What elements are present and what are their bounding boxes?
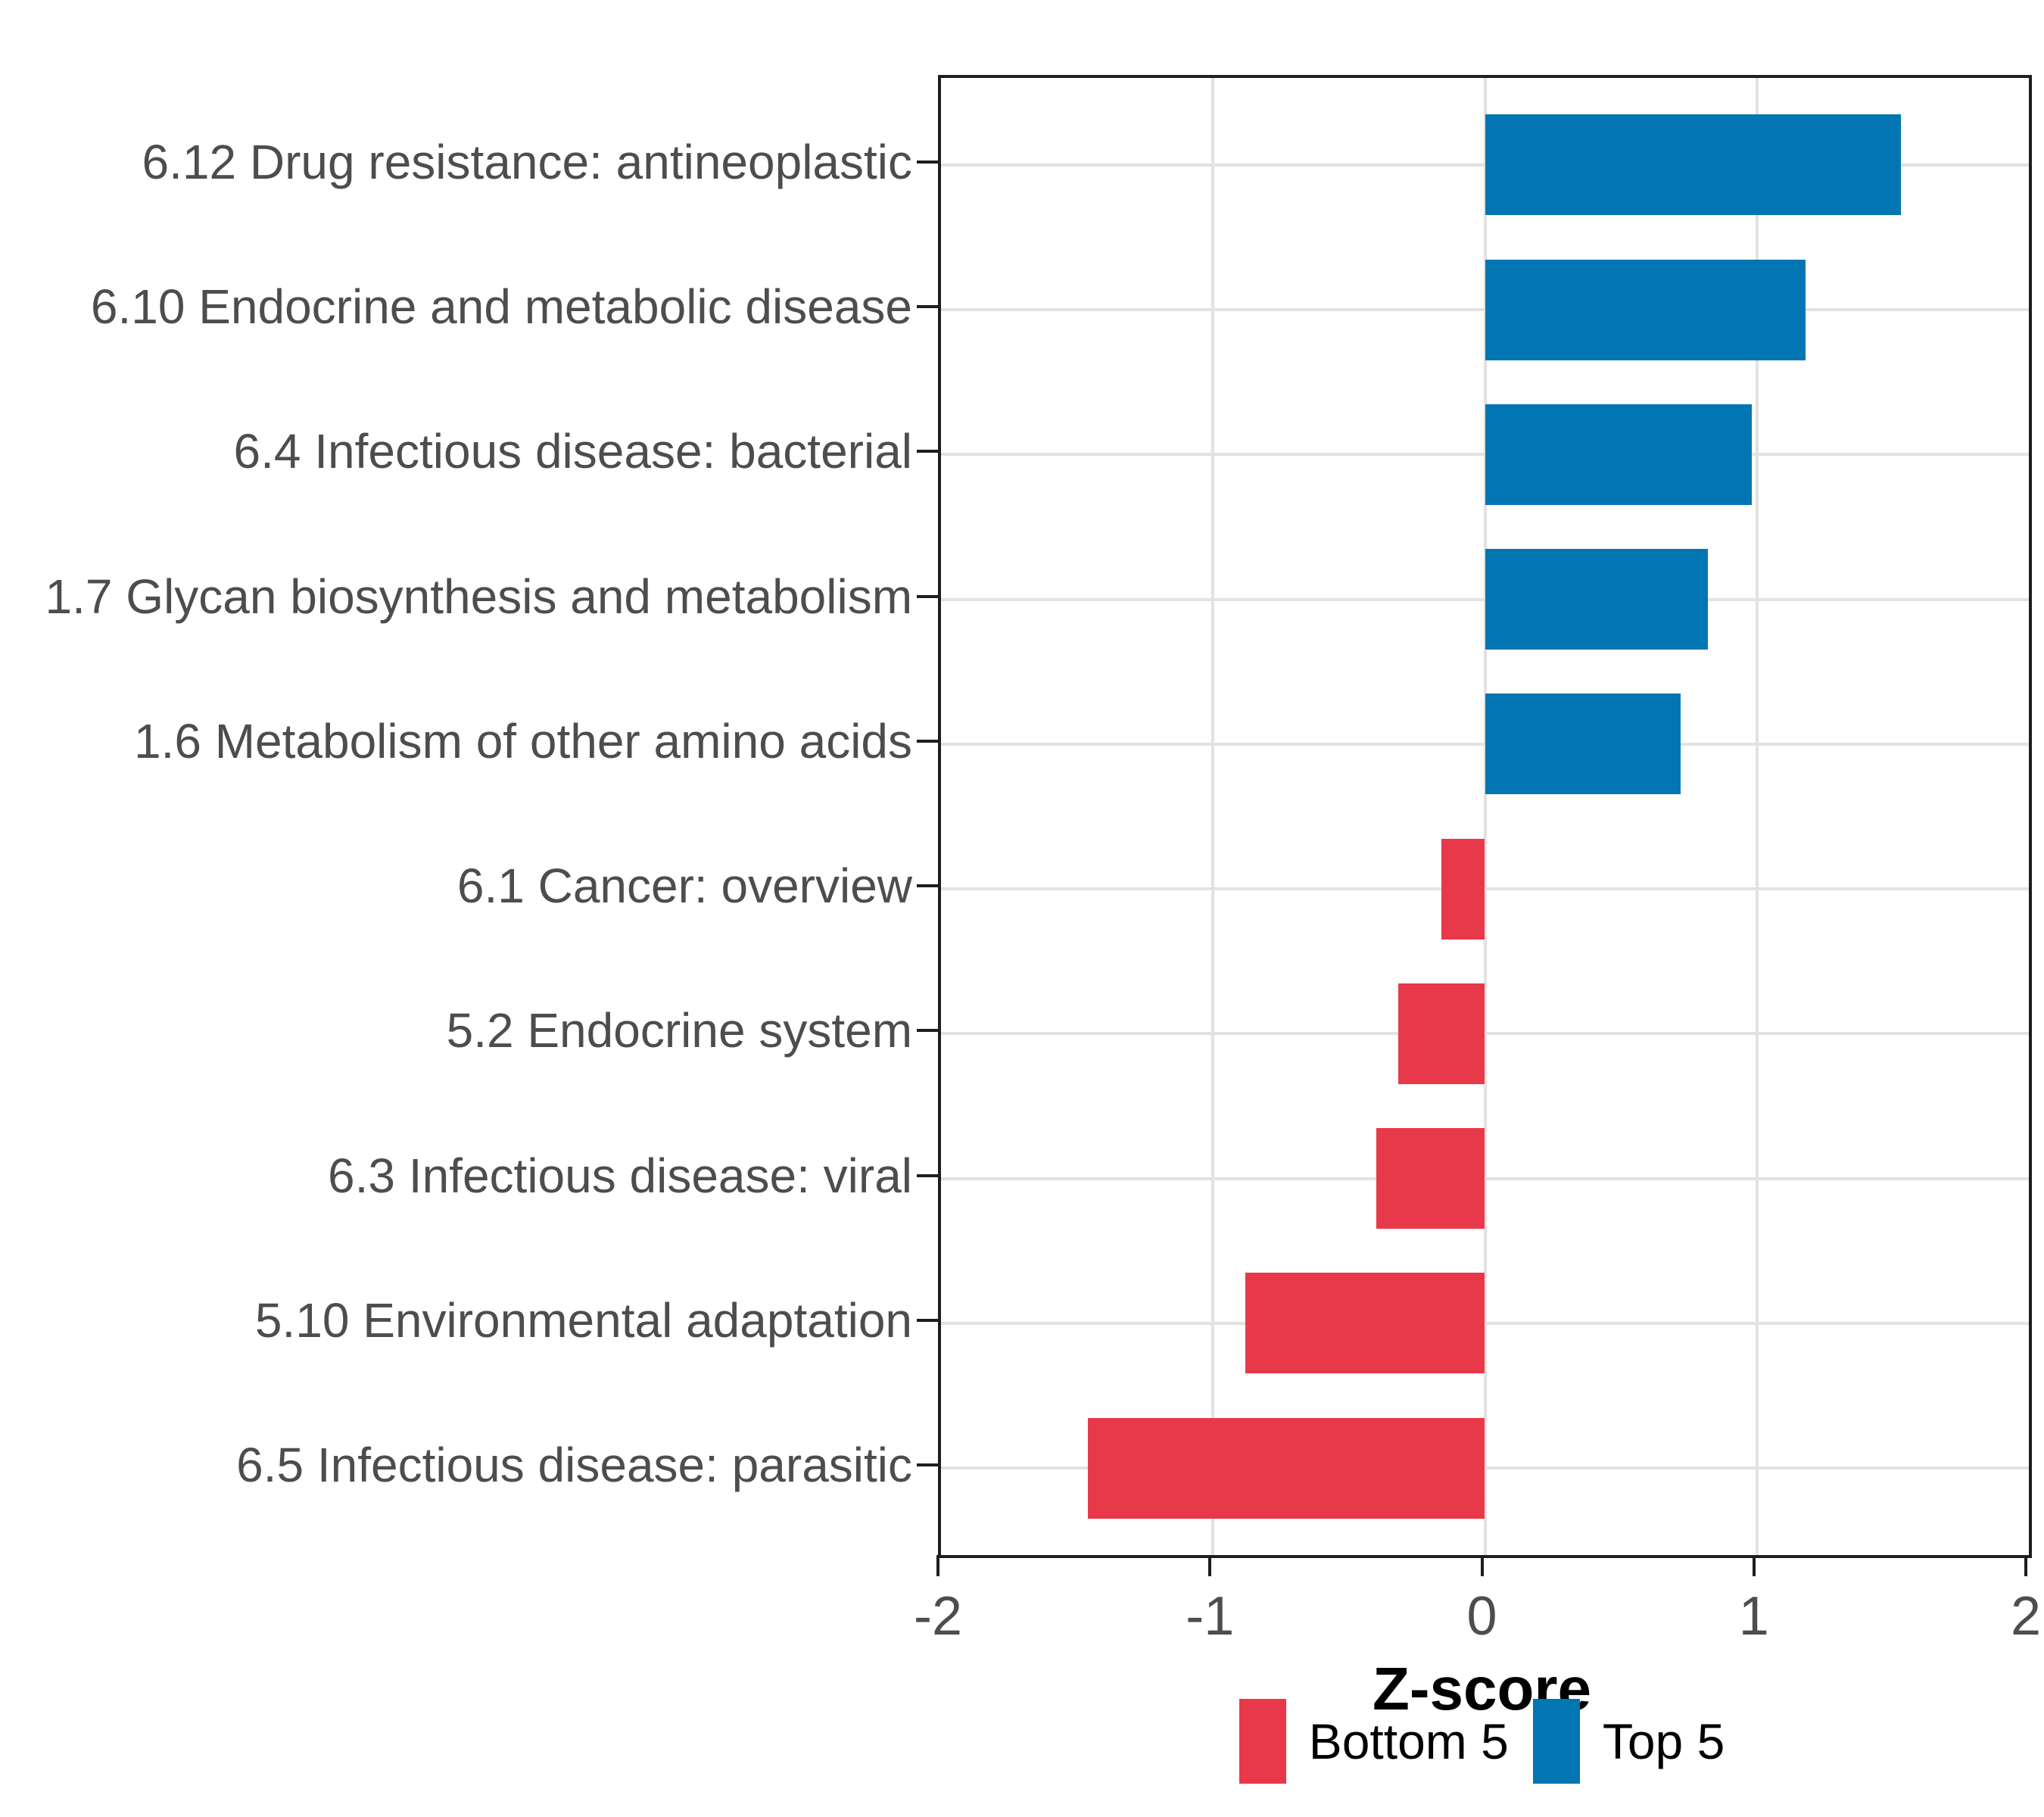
vertical-gridline	[1211, 78, 1215, 1555]
legend-entry-bottom5: Bottom 5	[1239, 1699, 1509, 1784]
horizontal-gridline	[941, 1466, 2029, 1470]
y-tick-mark	[917, 594, 938, 598]
y-axis-label: 6.12 Drug resistance: antineoplastic	[142, 134, 912, 189]
legend-label-top5: Top 5	[1602, 1713, 1725, 1769]
y-tick-mark	[917, 1029, 938, 1033]
y-axis-label: 6.5 Infectious disease: parasitic	[236, 1438, 912, 1493]
y-axis-label: 6.1 Cancer: overview	[456, 859, 912, 914]
bar-positive	[1485, 114, 1902, 216]
horizontal-gridline	[941, 1177, 2029, 1180]
vertical-gridline	[1755, 78, 1759, 1555]
legend: Bottom 5 Top 5	[938, 1696, 2026, 1787]
plot-panel	[938, 75, 2032, 1558]
y-tick-mark	[917, 1318, 938, 1322]
y-axis-label: 5.2 Endocrine system	[446, 1003, 912, 1058]
bar-positive	[1485, 259, 1806, 360]
y-tick-mark	[917, 884, 938, 888]
horizontal-gridline	[941, 1032, 2029, 1036]
bar-negative	[1397, 983, 1485, 1084]
y-axis-label: 6.4 Infectious disease: bacterial	[233, 424, 912, 479]
y-tick-mark	[917, 450, 938, 453]
horizontal-gridline	[941, 887, 2029, 891]
bar-positive	[1485, 404, 1752, 505]
x-tick-mark	[936, 1555, 939, 1576]
bar-negative	[1441, 838, 1485, 940]
x-tick-mark	[1208, 1555, 1212, 1576]
y-tick-mark	[917, 305, 938, 309]
x-tick-label: 2	[2010, 1586, 2042, 1647]
y-axis-label: 6.3 Infectious disease: viral	[328, 1148, 912, 1203]
x-tick-label: 0	[1466, 1586, 1497, 1647]
y-axis-label: 5.10 Environmental adaptation	[254, 1292, 912, 1348]
horizontal-gridline	[941, 1321, 2029, 1325]
bar-positive	[1485, 693, 1681, 795]
x-tick-label: -2	[913, 1586, 963, 1647]
legend-swatch-top5	[1532, 1699, 1580, 1784]
y-axis-label: 1.6 Metabolism of other amino acids	[133, 713, 912, 768]
y-tick-mark	[917, 1173, 938, 1177]
x-tick-mark	[2024, 1555, 2027, 1576]
legend-label-bottom5: Bottom 5	[1308, 1713, 1509, 1769]
y-axis-label: 6.10 Endocrine and metabolic disease	[90, 279, 912, 335]
y-tick-mark	[917, 1463, 938, 1467]
y-tick-mark	[917, 739, 938, 743]
bar-negative	[1087, 1417, 1485, 1519]
x-tick-label: -1	[1186, 1586, 1235, 1647]
bar-positive	[1485, 549, 1709, 650]
legend-entry-top5: Top 5	[1532, 1699, 1725, 1784]
x-tick-label: 1	[1738, 1586, 1769, 1647]
legend-swatch-bottom5	[1239, 1699, 1286, 1784]
bar-negative	[1376, 1128, 1485, 1230]
y-axis-label: 1.7 Glycan biosynthesis and metabolism	[45, 569, 912, 624]
x-tick-mark	[1752, 1555, 1756, 1576]
x-tick-mark	[1480, 1555, 1484, 1576]
bar-negative	[1245, 1273, 1485, 1374]
vertical-gridline	[1483, 78, 1487, 1555]
y-tick-mark	[917, 160, 938, 164]
